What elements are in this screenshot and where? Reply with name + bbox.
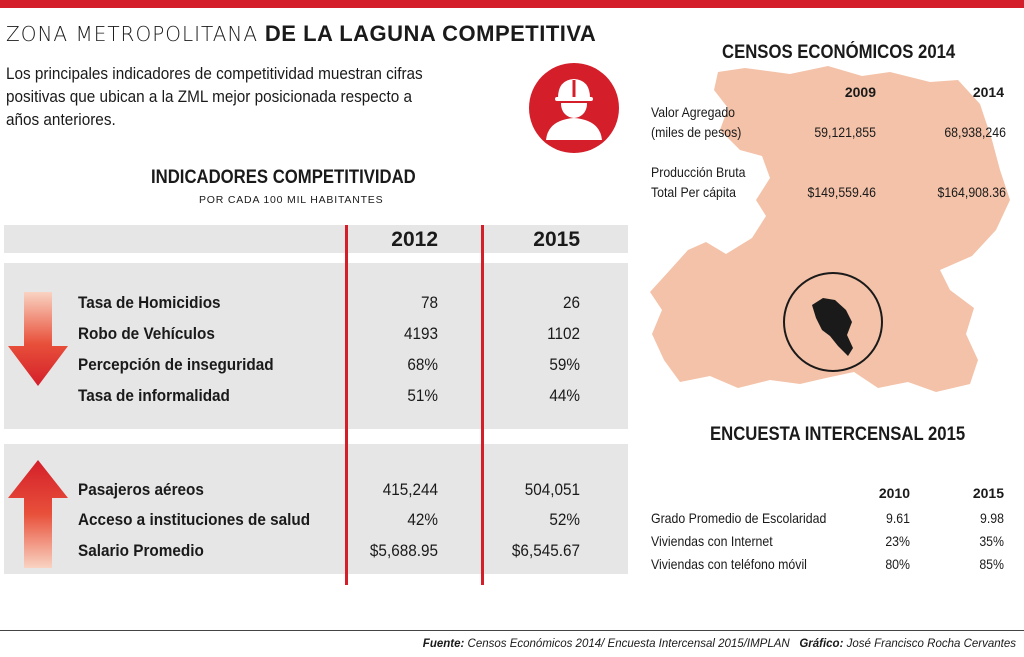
encuesta-value-2010: 23% bbox=[885, 533, 910, 549]
encuesta-row-label: Viviendas con Internet bbox=[651, 533, 773, 549]
row-value-2012: 415,244 bbox=[382, 480, 438, 499]
encuesta-value-2010: 80% bbox=[885, 556, 910, 572]
row-label: Salario Promedio bbox=[78, 541, 204, 560]
row-label: Acceso a instituciones de salud bbox=[78, 510, 311, 529]
row-value-2012: 78 bbox=[420, 293, 438, 312]
row-value-2015: 26 bbox=[562, 293, 580, 312]
row-label: Percepción de inseguridad bbox=[78, 355, 274, 374]
indicadores-title: INDICADORES COMPETITIVIDAD bbox=[151, 167, 416, 188]
fuente-label: Fuente: bbox=[422, 638, 465, 650]
row-value-2015: 1102 bbox=[547, 324, 580, 343]
column-divider-1 bbox=[345, 225, 348, 585]
encuesta-year-2010: 2010 bbox=[878, 485, 910, 501]
encuesta-value-2010: 9.61 bbox=[886, 510, 910, 526]
censos-year-2009: 2009 bbox=[844, 84, 876, 100]
encuesta-row-label: Viviendas con teléfono móvil bbox=[651, 556, 807, 572]
down-group-band bbox=[4, 263, 628, 429]
censos-row-label: Valor Agregado bbox=[651, 104, 736, 120]
grafico-text: José Francisco Rocha Cervantes bbox=[846, 638, 1016, 650]
encuesta-value-2015: 85% bbox=[979, 556, 1004, 572]
footer-credits: Fuente: Censos Económicos 2014/ Encuesta… bbox=[423, 638, 1016, 650]
indicadores-subtitle: POR CADA 100 MIL HABITANTES bbox=[199, 194, 384, 206]
title-light: ZONA METROPOLITANA bbox=[6, 22, 259, 46]
column-divider-2 bbox=[481, 225, 484, 585]
page-title: ZONA METROPOLITANA DE LA LAGUNA COMPETIT… bbox=[6, 20, 596, 47]
title-bold: DE LA LAGUNA COMPETITIVA bbox=[264, 21, 597, 46]
censos-year-2014: 2014 bbox=[972, 84, 1004, 100]
footer-divider bbox=[0, 630, 1024, 631]
row-value-2015: $6,545.67 bbox=[511, 541, 580, 560]
row-label: Robo de Vehículos bbox=[78, 324, 215, 343]
censos-value-2009: $149,559.46 bbox=[807, 184, 876, 200]
worker-helmet-icon bbox=[529, 63, 619, 153]
censos-row-label: Producción Bruta bbox=[651, 164, 746, 180]
censos-row-label-2: (miles de pesos) bbox=[651, 124, 742, 140]
intro-text: Los principales indicadores de competiti… bbox=[6, 64, 423, 129]
encuesta-title: ENCUESTA INTERCENSAL 2015 bbox=[710, 424, 966, 445]
censos-value-2009: 59,121,855 bbox=[814, 124, 876, 140]
row-value-2012: 42% bbox=[407, 510, 438, 529]
row-value-2012: 4193 bbox=[403, 324, 438, 343]
row-value-2015: 52% bbox=[549, 510, 580, 529]
row-value-2012: 68% bbox=[407, 355, 438, 374]
year-header-band bbox=[4, 225, 628, 253]
row-value-2015: 504,051 bbox=[524, 480, 580, 499]
censos-value-2014: $164,908.36 bbox=[937, 184, 1006, 200]
year-2012-header: 2012 bbox=[391, 228, 438, 251]
top-accent-bar bbox=[0, 0, 1024, 8]
row-label: Tasa de informalidad bbox=[78, 386, 230, 405]
row-value-2015: 44% bbox=[549, 386, 580, 405]
row-value-2015: 59% bbox=[549, 355, 580, 374]
censos-title: CENSOS ECONÓMICOS 2014 bbox=[722, 42, 956, 63]
up-group-band bbox=[4, 444, 628, 574]
encuesta-row-label: Grado Promedio de Escolaridad bbox=[651, 510, 827, 526]
arrow-down-icon bbox=[8, 292, 68, 386]
year-2015-header: 2015 bbox=[533, 228, 580, 251]
arrow-up-icon bbox=[8, 460, 68, 568]
fuente-text: Censos Económicos 2014/ Encuesta Interce… bbox=[467, 638, 790, 650]
row-label: Tasa de Homicidios bbox=[78, 293, 221, 312]
row-value-2012: $5,688.95 bbox=[369, 541, 438, 560]
grafico-label: Gráfico: bbox=[799, 638, 844, 650]
censos-value-2014: 68,938,246 bbox=[944, 124, 1006, 140]
encuesta-value-2015: 35% bbox=[979, 533, 1004, 549]
encuesta-year-2015: 2015 bbox=[972, 485, 1004, 501]
region-map bbox=[650, 66, 1010, 392]
row-label: Pasajeros aéreos bbox=[78, 480, 204, 499]
row-value-2012: 51% bbox=[407, 386, 438, 405]
censos-row-label-2: Total Per cápita bbox=[651, 184, 736, 200]
encuesta-value-2015: 9.98 bbox=[980, 510, 1004, 526]
